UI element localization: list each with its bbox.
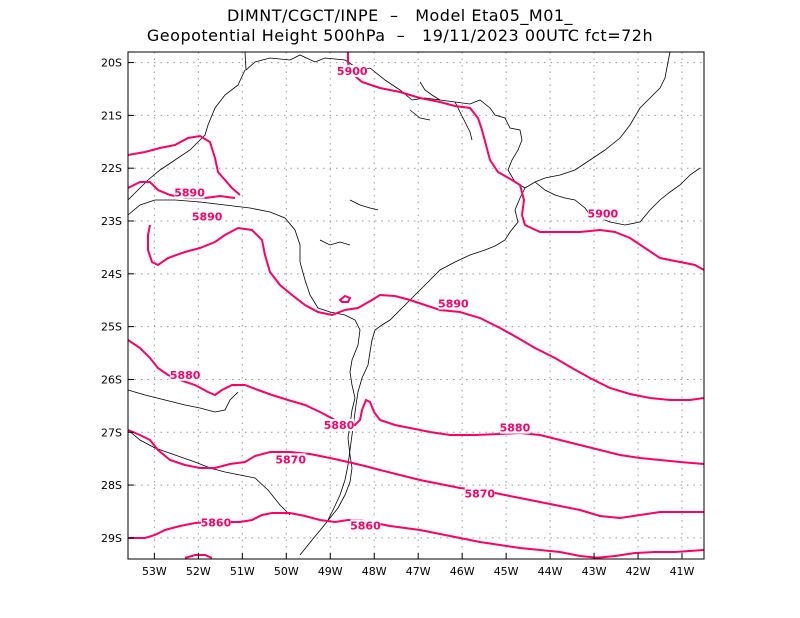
lon-tick-label: 50W (274, 565, 299, 578)
coast-path (327, 187, 526, 521)
coast-path (534, 167, 701, 226)
contour-label: 5870 (464, 488, 495, 501)
height-contours (127, 52, 705, 559)
river-path (319, 81, 473, 246)
contour-label-bg (324, 418, 355, 431)
contour-label-bg (464, 487, 495, 500)
map-frame (127, 51, 705, 560)
contour-label: 5870 (275, 453, 306, 466)
axis-ticks: 53W 52W 51W 50W 49W 48W 47W 46W 45W 44W 43W 42W 41W 2… (101, 57, 695, 578)
contour-small (338, 294, 352, 303)
lon-tick-label: 46W (450, 565, 475, 578)
contour-5870 (127, 429, 704, 520)
lon-tick-label: 51W (230, 565, 255, 578)
graticule (128, 52, 704, 559)
border-path (244, 51, 671, 189)
lon-tick-label: 53W (142, 565, 167, 578)
lon-tick-label: 49W (318, 565, 343, 578)
contour-label-bg (200, 516, 231, 529)
contour-5860 (594, 549, 705, 559)
contour-5890 (127, 181, 236, 199)
border-path (127, 69, 246, 201)
lat-tick-label: 24S (101, 268, 122, 281)
lon-tick-label: 52W (186, 565, 211, 578)
contour-5900 (347, 52, 705, 271)
contour-5860 (128, 512, 601, 559)
contour-labels: 5900 5900 5890 5890 5890 5880 5880 5880 5870 5870… (170, 65, 619, 532)
map-title-line-1: DIMNT/CGCT/INPE – Model Eta05_M01_ (226, 6, 574, 25)
contour-label: 5890 (192, 210, 223, 223)
contour-label: 5880 (500, 422, 531, 435)
contour-label: 5890 (174, 187, 205, 200)
lon-tick-label: 44W (538, 565, 563, 578)
lat-tick-label: 22S (101, 162, 122, 175)
lat-tick-label: 27S (101, 426, 122, 439)
contour-label: 5880 (324, 419, 355, 432)
lon-tick-label: 41W (670, 565, 695, 578)
contour-label: 5890 (438, 298, 469, 311)
lat-tick-label: 26S (101, 373, 122, 386)
border-path (127, 199, 361, 556)
map-title-line-2: Geopotential Height 500hPa – 19/11/2023 … (146, 26, 654, 45)
lat-tick-label: 23S (101, 215, 122, 228)
contour-5890 (147, 224, 705, 401)
lat-tick-label: 21S (101, 109, 122, 122)
lat-tick-label: 28S (101, 479, 122, 492)
contour-label-bg (192, 210, 223, 223)
contour-label-bg (438, 297, 469, 310)
contour-5880 (127, 339, 705, 465)
contour-5860 (184, 554, 213, 559)
contour-label-bg (275, 453, 306, 466)
contour-label-bg (170, 368, 201, 381)
contour-label: 5860 (201, 517, 232, 530)
lat-tick-label: 25S (101, 321, 122, 334)
contour-label: 5860 (350, 519, 381, 532)
contour-label: 5900 (337, 65, 368, 78)
contour-label-bg (499, 421, 530, 434)
coastline-borders (127, 51, 701, 556)
contour-label-bg (350, 519, 381, 532)
border-path (127, 389, 239, 413)
contour-label: 5900 (588, 208, 619, 221)
lon-tick-label: 42W (626, 565, 651, 578)
contour-label-bg (587, 207, 618, 220)
lon-tick-label: 48W (362, 565, 387, 578)
lon-tick-label: 43W (582, 565, 607, 578)
contour-label-bg (337, 65, 368, 78)
contour-label-bg (174, 186, 205, 199)
lon-tick-label: 47W (406, 565, 431, 578)
lat-tick-label: 29S (101, 532, 122, 545)
contour-5890 (127, 134, 241, 196)
lat-tick-label: 20S (101, 57, 122, 70)
contour-label: 5880 (170, 369, 201, 382)
lon-tick-label: 45W (494, 565, 519, 578)
border-path (127, 429, 291, 516)
